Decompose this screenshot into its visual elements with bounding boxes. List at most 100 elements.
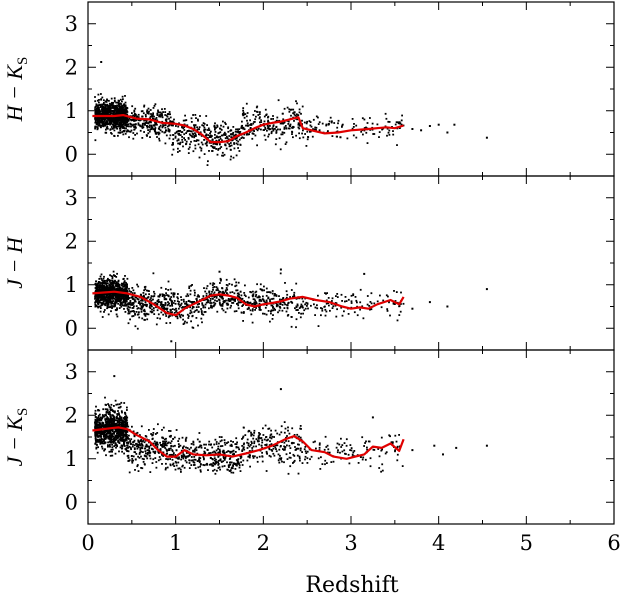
data-point	[149, 120, 152, 123]
data-point	[155, 466, 158, 469]
data-point	[120, 295, 122, 298]
data-point	[109, 122, 112, 124]
data-point	[244, 295, 247, 298]
data-point	[116, 425, 119, 427]
data-point	[126, 406, 128, 409]
data-point	[219, 282, 221, 284]
data-point	[96, 421, 98, 424]
data-point	[275, 294, 278, 297]
data-point	[144, 313, 147, 316]
data-point	[253, 303, 256, 305]
data-point	[243, 292, 246, 294]
data-point	[134, 119, 136, 122]
data-point	[94, 298, 96, 300]
data-point	[187, 295, 190, 297]
y-tick-label: 3	[65, 360, 78, 384]
data-point	[213, 282, 216, 285]
data-point	[388, 301, 390, 304]
data-point	[95, 103, 98, 106]
data-point	[120, 410, 123, 413]
data-point	[154, 433, 157, 435]
data-point	[193, 311, 196, 313]
data-point	[104, 437, 107, 440]
data-point	[106, 307, 108, 310]
data-point	[249, 291, 252, 293]
data-point	[116, 104, 118, 107]
data-point	[225, 147, 228, 150]
data-point	[125, 425, 128, 428]
data-point	[109, 294, 111, 297]
data-point	[121, 411, 123, 414]
data-point	[183, 322, 186, 325]
data-point	[118, 287, 121, 289]
data-point	[147, 122, 150, 124]
data-point	[109, 300, 112, 303]
data-point	[141, 317, 144, 320]
data-point	[98, 421, 100, 424]
data-point	[124, 421, 127, 424]
data-point	[267, 291, 270, 293]
data-point	[278, 309, 281, 312]
data-point	[249, 302, 252, 304]
data-point	[271, 298, 273, 300]
data-point	[153, 105, 156, 107]
data-point	[177, 147, 179, 150]
data-point	[120, 301, 123, 304]
data-point	[170, 296, 173, 298]
data-point	[122, 123, 125, 126]
data-point	[250, 123, 252, 125]
data-point	[97, 296, 100, 299]
data-point	[341, 314, 344, 317]
data-point	[173, 300, 176, 302]
data-point	[114, 283, 117, 285]
data-point	[331, 135, 334, 137]
data-point	[120, 103, 123, 105]
data-point	[240, 301, 243, 304]
data-point	[115, 126, 117, 129]
data-point	[317, 325, 320, 327]
data-point	[95, 280, 97, 283]
data-point	[298, 111, 301, 114]
data-point	[263, 120, 266, 123]
y-tick-label: 2	[65, 403, 78, 427]
data-point	[262, 295, 264, 298]
data-point	[125, 111, 128, 113]
data-point	[175, 307, 177, 310]
data-point	[117, 296, 120, 299]
data-point	[306, 138, 309, 141]
data-point	[109, 406, 112, 409]
data-point	[96, 283, 98, 285]
data-point	[165, 120, 168, 123]
data-point	[263, 289, 265, 292]
data-point	[237, 281, 240, 284]
data-point	[128, 136, 130, 139]
data-point	[251, 137, 254, 140]
data-point	[164, 126, 167, 129]
data-point	[124, 101, 127, 104]
data-point	[198, 126, 201, 129]
data-point	[191, 314, 194, 317]
data-point	[298, 132, 300, 135]
data-point	[100, 124, 103, 127]
data-point	[170, 120, 172, 123]
data-point	[317, 123, 320, 125]
data-point	[243, 128, 246, 131]
data-point	[201, 303, 204, 306]
data-point	[168, 113, 170, 116]
data-point	[284, 125, 287, 127]
data-point	[152, 295, 155, 298]
data-point	[152, 309, 155, 312]
data-point	[99, 435, 102, 438]
data-point	[210, 130, 212, 133]
data-point	[388, 121, 391, 123]
data-point	[327, 130, 329, 132]
data-point	[123, 129, 126, 132]
data-point	[164, 142, 167, 145]
data-point	[216, 135, 218, 138]
data-point	[298, 137, 301, 140]
data-point	[304, 133, 306, 135]
data-point	[148, 293, 150, 296]
data-point	[142, 439, 145, 441]
data-point	[104, 282, 106, 285]
data-point	[253, 301, 256, 304]
